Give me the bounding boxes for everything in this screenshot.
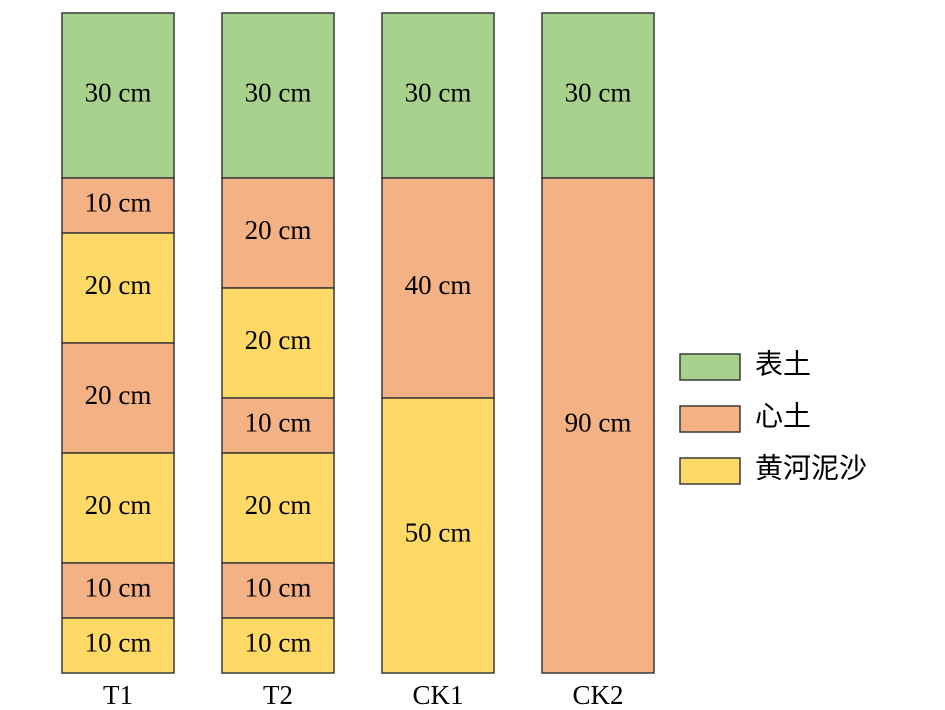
soil-layer [61,452,175,564]
legend-swatch [679,405,741,433]
soil-layer [221,287,335,399]
layer-label: 20 cm [245,325,312,355]
layer-label: 20 cm [245,215,312,245]
soil-layer [381,397,495,674]
layer-label: 20 cm [85,270,152,300]
layer-label: 30 cm [85,78,152,108]
legend-swatch [679,457,741,485]
soil-layer [381,177,495,399]
layer-label: 20 cm [85,380,152,410]
layer-label: 10 cm [245,573,312,603]
soil-layer [541,12,655,179]
soil-layer [221,617,335,674]
layer-label: 10 cm [245,408,312,438]
soil-layer [221,452,335,564]
soil-layer [61,342,175,454]
layer-label: 20 cm [85,490,152,520]
column-label: T1 [103,680,133,710]
layer-label: 40 cm [405,270,472,300]
legend-swatch [679,353,741,381]
layer-label: 10 cm [85,628,152,658]
soil-layer [381,12,495,179]
soil-layer [221,397,335,454]
layer-label: 10 cm [85,573,152,603]
soil-layer [61,177,175,234]
layer-label: 50 cm [405,518,472,548]
soil-layer [61,12,175,179]
column-label: T2 [263,680,293,710]
layer-label: 90 cm [565,408,632,438]
column-label: CK2 [572,680,623,710]
legend-label: 心土 [755,400,811,432]
layer-label: 30 cm [245,78,312,108]
layer-label: 30 cm [565,78,632,108]
soil-layer [61,232,175,344]
layer-label: 10 cm [85,188,152,218]
soil-layer [61,562,175,619]
layer-label: 30 cm [405,78,472,108]
layer-label: 20 cm [245,490,312,520]
soil-layer [541,177,655,674]
column-label: CK1 [412,680,463,710]
legend-label: 表土 [755,348,811,380]
layer-label: 10 cm [245,628,312,658]
legend-label: 黄河泥沙 [755,452,867,484]
soil-layer [221,12,335,179]
soil-layer [61,617,175,674]
